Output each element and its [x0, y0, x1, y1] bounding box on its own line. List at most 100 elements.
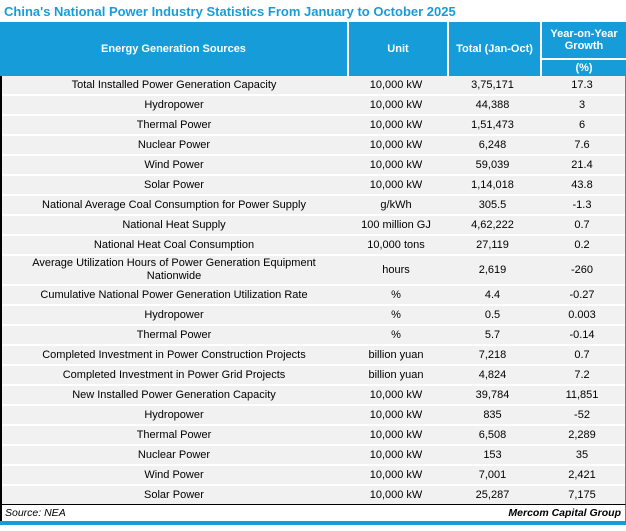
- cell-unit: g/kWh: [380, 198, 412, 211]
- cell-unit: %: [391, 328, 401, 341]
- cell-growth: -260: [570, 263, 594, 276]
- cell-unit: 100 million GJ: [361, 218, 431, 231]
- header-cell-source: Energy Generation Sources: [101, 43, 246, 55]
- table-row: Completed Investment in Power Constructi…: [2, 346, 625, 366]
- cell-growth: 6: [578, 118, 586, 131]
- cell-unit: 10,000 kW: [369, 468, 423, 481]
- cell-growth: 7.2: [574, 368, 590, 381]
- table-row: Hydropower 10,000 kW 835 -52: [2, 406, 625, 426]
- header-cell-growth: Year-on-Year Growth (%): [540, 22, 626, 76]
- cell-growth: -0.14: [569, 328, 595, 341]
- cell-total: 59,039: [475, 158, 510, 171]
- table-row: Total Installed Power Generation Capacit…: [2, 76, 625, 96]
- cell-source: Cumulative National Power Generation Uti…: [40, 288, 308, 301]
- table-row: National Heat Supply 100 million GJ 4,62,2…: [2, 216, 625, 236]
- cell-unit: 10,000 kW: [369, 138, 423, 151]
- table-row: Wind Power 10,000 kW 7,001 2,421: [2, 466, 625, 486]
- header-cell-unit: Unit: [347, 22, 447, 76]
- cell-total: 0.5: [484, 308, 501, 321]
- cell-source: Average Utilization Hours of Power Gener…: [32, 257, 316, 282]
- cell-total: 1,51,473: [471, 118, 514, 131]
- table-row: Hydropower% 0.5 0.003: [2, 306, 625, 326]
- table-row: Completed Investment in Power Grid Proje…: [2, 366, 625, 386]
- cell-growth: 2,289: [568, 428, 596, 441]
- table-row: National Heat Coal Consumption 10,000 ton…: [2, 236, 625, 256]
- cell-source: National Average Coal Consumption for Po…: [42, 198, 306, 211]
- cell-growth: 21.4: [571, 158, 593, 171]
- cell-growth: 3: [578, 98, 586, 111]
- table-footer: Source: NEA Mercom Capital Group: [0, 504, 626, 521]
- table-row: New Installed Power Generation Capacity 1…: [2, 386, 625, 406]
- cell-growth: 17.3: [571, 78, 593, 91]
- cell-growth: -0.27: [569, 288, 595, 301]
- cell-total: 39,784: [475, 388, 510, 401]
- cell-growth: 0.7: [574, 218, 590, 231]
- cell-unit: 10,000 kW: [369, 178, 423, 191]
- cell-total: 305.5: [478, 198, 507, 211]
- cell-total: 4.4: [484, 288, 501, 301]
- cell-total: 6,248: [478, 138, 507, 151]
- cell-total: 835: [483, 408, 502, 421]
- table-row: Nuclear Power 10,000 kW 153 35: [2, 446, 625, 466]
- cell-unit: billion yuan: [368, 368, 424, 381]
- header-growth-unit: (%): [575, 62, 593, 74]
- header-growth-label: Year-on-Year Growth: [542, 22, 626, 60]
- cell-unit: billion yuan: [368, 348, 424, 361]
- cell-total: 4,824: [478, 368, 507, 381]
- cell-source: Hydropower: [144, 408, 204, 421]
- cell-source: Hydropower: [144, 308, 204, 321]
- table-row: Solar Power 10,000 kW 1,14,018 43.8: [2, 176, 625, 196]
- cell-total: 6,508: [478, 428, 507, 441]
- cell-total: 4,62,222: [471, 218, 514, 231]
- cell-growth: -1.3: [572, 198, 592, 211]
- cell-source: Thermal Power: [136, 118, 212, 131]
- cell-source: Nuclear Power: [137, 138, 211, 151]
- cell-source: Completed Investment in Power Grid Proje…: [62, 368, 286, 381]
- cell-unit: 10,000 kW: [369, 388, 423, 401]
- cell-growth: 7,175: [568, 488, 596, 501]
- cell-unit: hours: [382, 263, 410, 276]
- cell-source: Solar Power: [144, 178, 204, 191]
- cell-source: Thermal Power: [136, 328, 212, 341]
- cell-total: 7,001: [478, 468, 507, 481]
- cell-unit: %: [391, 288, 401, 301]
- cell-total: 153: [483, 448, 502, 461]
- cell-growth: -52: [574, 408, 590, 421]
- cell-unit: 10,000 kW: [369, 488, 423, 501]
- cell-source: National Heat Supply: [122, 218, 226, 231]
- cell-unit: %: [391, 308, 401, 321]
- cell-unit: 10,000 tons: [367, 238, 425, 251]
- cell-growth: 0.2: [574, 238, 590, 251]
- table-row: Thermal Power 10,000 kW 6,508 2,289: [2, 426, 625, 446]
- cell-unit: 10,000 kW: [369, 118, 423, 131]
- cell-total: 3,75,171: [471, 78, 514, 91]
- cell-growth: 0.003: [568, 308, 596, 321]
- table-row: Nuclear Power 10,000 kW 6,248 7.6: [2, 136, 625, 156]
- bottom-accent-bar: [0, 521, 626, 525]
- cell-unit: 10,000 kW: [369, 78, 423, 91]
- cell-source: Solar Power: [144, 488, 204, 501]
- cell-source: National Heat Coal Consumption: [93, 238, 255, 251]
- cell-total: 7,218: [478, 348, 507, 361]
- cell-source: Thermal Power: [136, 428, 212, 441]
- table-row: Solar Power 10,000 kW 25,287 7,175: [2, 486, 625, 504]
- cell-source: Nuclear Power: [137, 448, 211, 461]
- cell-source: New Installed Power Generation Capacity: [72, 388, 276, 401]
- cell-total: 27,119: [476, 238, 509, 251]
- cell-growth: 35: [575, 448, 589, 461]
- table-row: Thermal Power 10,000 kW 1,51,473 6: [2, 116, 625, 136]
- cell-unit: 10,000 kW: [369, 98, 423, 111]
- cell-growth: 11,851: [565, 388, 599, 401]
- table-row: Cumulative National Power Generation Uti…: [2, 286, 625, 306]
- attribution-label: Mercom Capital Group: [508, 506, 621, 519]
- cell-unit: 10,000 kW: [369, 448, 423, 461]
- cell-total: 25,287: [475, 488, 510, 501]
- source-label: Source: NEA: [5, 506, 66, 519]
- cell-total: 2,619: [478, 263, 507, 276]
- table-row: Wind Power 10,000 kW 59,039 21.4: [2, 156, 625, 176]
- cell-total: 1,14,018: [471, 178, 514, 191]
- cell-growth: 7.6: [574, 138, 590, 151]
- cell-source: Total Installed Power Generation Capacit…: [71, 78, 277, 91]
- cell-growth: 0.7: [574, 348, 590, 361]
- cell-total: 5.7: [484, 328, 501, 341]
